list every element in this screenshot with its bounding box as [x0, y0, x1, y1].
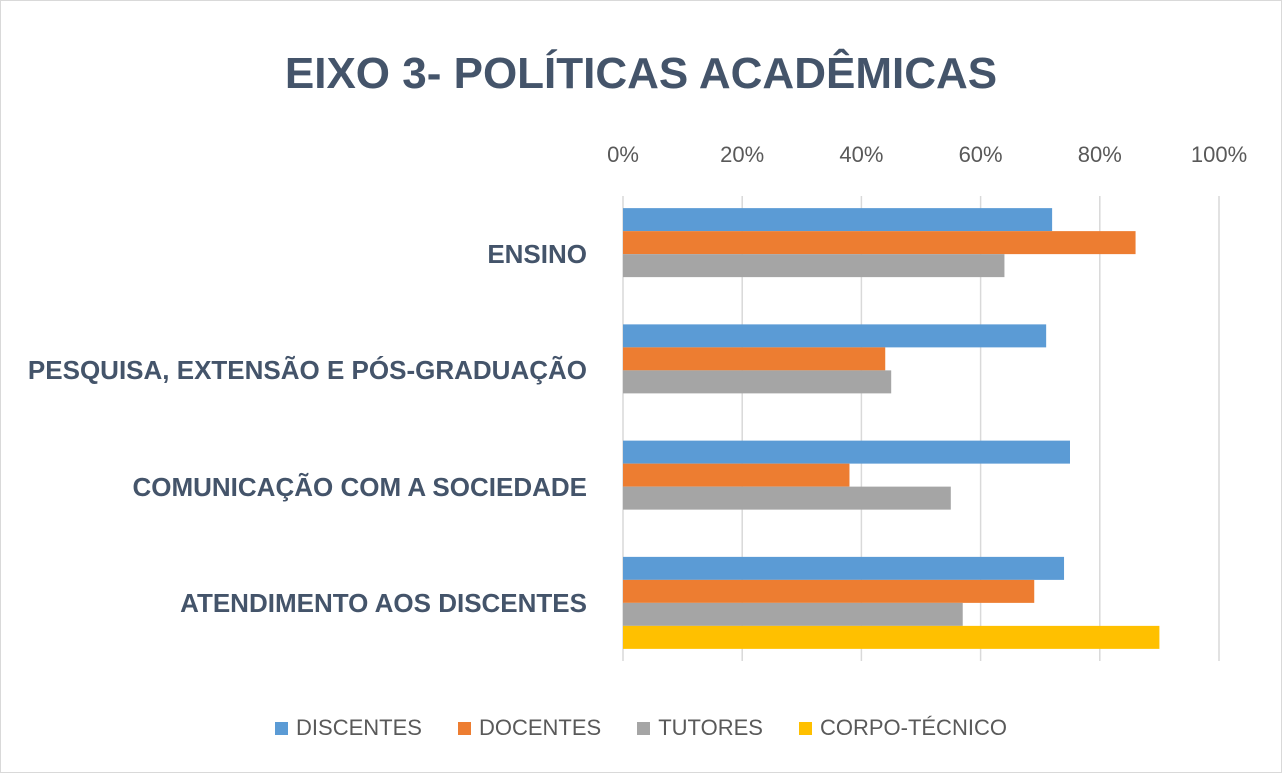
- x-tick-label: 0%: [607, 142, 639, 167]
- bar: [623, 370, 892, 394]
- legend-swatch: [637, 721, 651, 735]
- legend-item: TUTORES: [637, 715, 763, 741]
- x-tick-label: 100%: [1191, 142, 1247, 167]
- legend-label: TUTORES: [658, 715, 763, 740]
- x-tick-label: 60%: [959, 142, 1003, 167]
- legend-item: DISCENTES: [275, 715, 422, 741]
- category-label: ENSINO: [487, 239, 587, 270]
- legend-swatch: [275, 721, 289, 735]
- bar: [623, 579, 1035, 603]
- legend-label: CORPO-TÉCNICO: [819, 715, 1007, 740]
- bar: [623, 254, 1005, 278]
- bar: [623, 324, 1047, 348]
- x-tick-label: 20%: [720, 142, 764, 167]
- legend-item: CORPO-TÉCNICO: [798, 715, 1007, 741]
- bar: [623, 347, 886, 371]
- bar: [623, 231, 1136, 255]
- bar: [623, 440, 1070, 464]
- x-tick-label: 80%: [1078, 142, 1122, 167]
- category-label: ATENDIMENTO AOS DISCENTES: [180, 587, 587, 618]
- category-label: PESQUISA, EXTENSÃO E PÓS-GRADUAÇÃO: [27, 355, 587, 386]
- legend-item: DOCENTES: [457, 715, 602, 741]
- bar: [623, 556, 1065, 580]
- legend: DISCENTES DOCENTES TUTORES CORPO-TÉCNICO: [1, 715, 1281, 741]
- bar: [623, 486, 951, 510]
- bar: [623, 208, 1053, 232]
- bar: [623, 625, 1160, 649]
- legend-label: DOCENTES: [478, 715, 602, 740]
- chart-title: EIXO 3- POLÍTICAS ACADÊMICAS: [284, 49, 998, 98]
- bar: [623, 463, 850, 487]
- legend-label: DISCENTES: [296, 715, 422, 740]
- category-label: COMUNICAÇÃO COM A SOCIEDADE: [132, 471, 587, 502]
- x-tick-label: 40%: [839, 142, 883, 167]
- legend-swatch: [798, 721, 812, 735]
- bar: [623, 602, 963, 626]
- legend-swatch: [457, 721, 471, 735]
